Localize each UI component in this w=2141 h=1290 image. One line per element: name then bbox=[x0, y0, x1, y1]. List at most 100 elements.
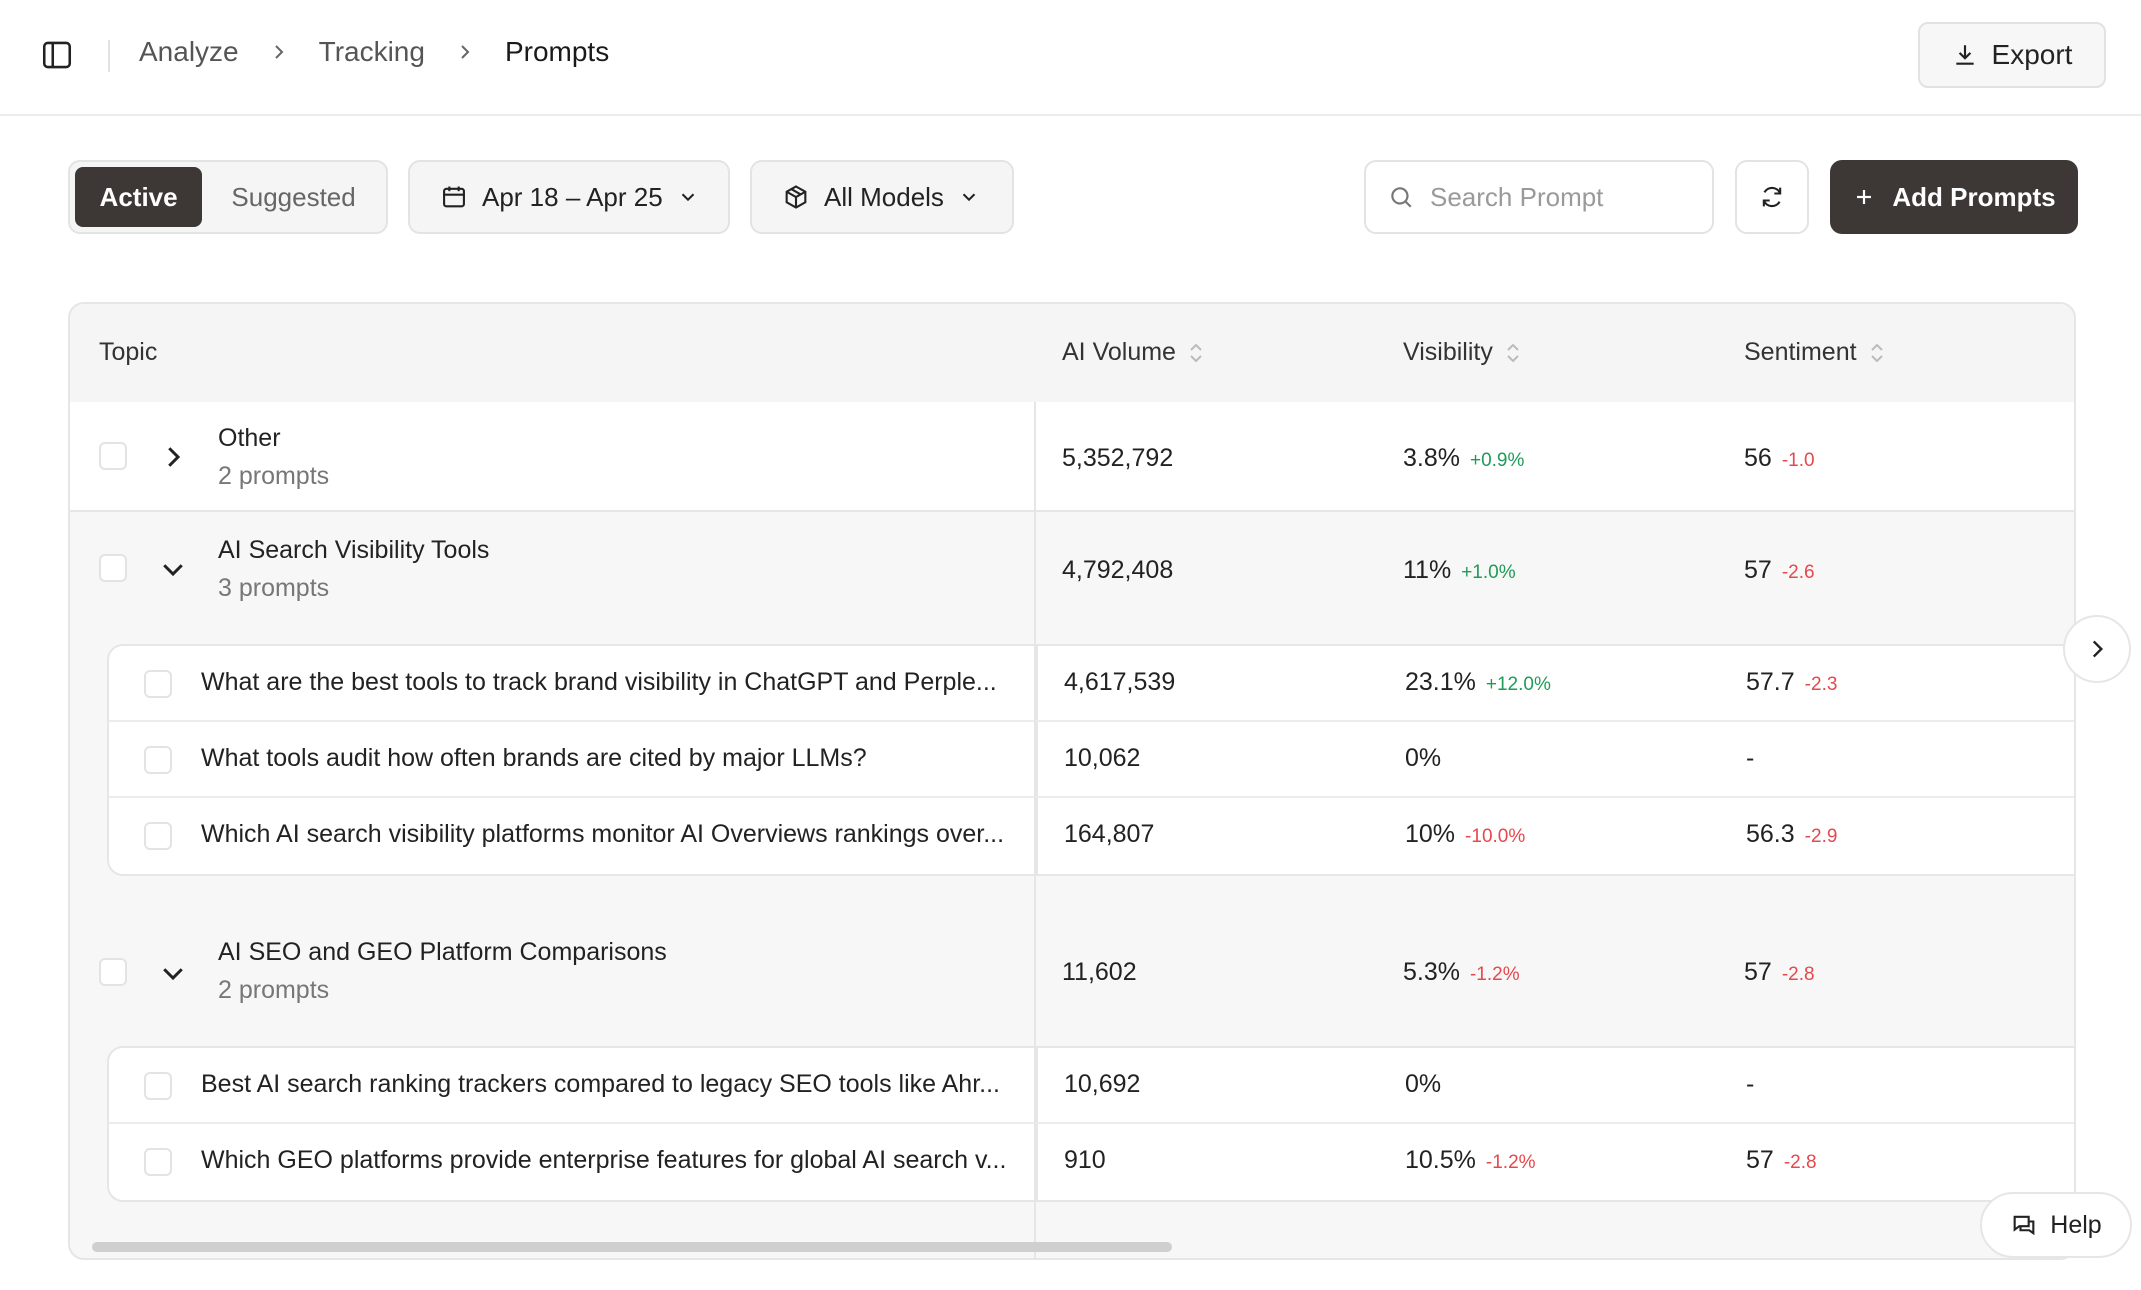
prompt-list: Best AI search ranking trackers compared… bbox=[107, 1046, 2074, 1202]
sentiment-cell: - bbox=[1746, 1070, 1755, 1098]
chevron-down-icon bbox=[962, 193, 976, 202]
prompt-text: What tools audit how often brands are ci… bbox=[201, 744, 867, 772]
column-topic: Topic bbox=[99, 338, 158, 366]
row-checkbox[interactable] bbox=[99, 958, 127, 986]
topic-row-other[interactable]: Other 2 prompts 5,352,792 3.8% +0.9% 56 -1… bbox=[70, 402, 2074, 512]
topic-prompt-count: 2 prompts bbox=[218, 462, 330, 490]
visibility-cell: 10% -10.0% bbox=[1405, 820, 1526, 848]
visibility-cell: 0% bbox=[1405, 744, 1442, 772]
topic-title: AI Search Visibility Tools bbox=[218, 536, 490, 564]
tab-active[interactable]: Active bbox=[75, 167, 203, 227]
breadcrumb: Analyze Tracking Prompts bbox=[139, 36, 609, 68]
ai-volume-cell: 10,692 bbox=[1064, 1070, 1141, 1098]
export-label: Export bbox=[1991, 39, 2073, 70]
prompt-row[interactable]: Best AI search ranking trackers compared… bbox=[109, 1048, 2074, 1124]
date-range-picker[interactable]: Apr 18 – Apr 25 bbox=[408, 160, 730, 234]
chevron-right-icon bbox=[447, 38, 483, 66]
prompt-row[interactable]: Which GEO platforms provide enterprise f… bbox=[109, 1124, 2074, 1200]
topic-title: AI SEO and GEO Platform Comparisons bbox=[218, 938, 667, 966]
column-divider bbox=[1036, 1048, 1038, 1200]
help-button[interactable]: Help bbox=[1980, 1192, 2132, 1258]
column-visibility[interactable]: Visibility bbox=[1403, 338, 1521, 367]
prompt-text: Which GEO platforms provide enterprise f… bbox=[201, 1146, 1007, 1174]
breadcrumb-tracking[interactable]: Tracking bbox=[318, 36, 425, 67]
scroll-right-button[interactable] bbox=[2063, 615, 2131, 683]
sentiment-cell: 56 -1.0 bbox=[1744, 444, 1815, 472]
ai-volume-cell: 10,062 bbox=[1064, 744, 1141, 772]
refresh-button[interactable] bbox=[1735, 160, 1809, 234]
row-checkbox[interactable] bbox=[144, 670, 172, 698]
chevron-right-icon bbox=[2092, 640, 2104, 658]
prompt-list: What are the best tools to track brand v… bbox=[107, 644, 2074, 876]
visibility-cell: 0% bbox=[1405, 1070, 1442, 1098]
search-input[interactable] bbox=[1430, 181, 1690, 213]
sort-icon bbox=[1190, 343, 1202, 362]
models-dropdown[interactable]: All Models bbox=[750, 160, 1014, 234]
topic-prompt-count: 2 prompts bbox=[218, 976, 330, 1004]
ai-volume-cell: 5,352,792 bbox=[1062, 444, 1174, 472]
ai-volume-cell: 4,617,539 bbox=[1064, 668, 1176, 696]
sentiment-cell: 57 -2.8 bbox=[1746, 1146, 1817, 1174]
breadcrumb-analyze[interactable]: Analyze bbox=[139, 36, 239, 67]
sentiment-cell: 57 -2.8 bbox=[1744, 958, 1815, 986]
help-label: Help bbox=[2050, 1210, 2102, 1239]
horizontal-scrollbar[interactable] bbox=[92, 1242, 1172, 1252]
add-prompts-button[interactable]: Add Prompts bbox=[1830, 160, 2078, 234]
cube-icon bbox=[785, 185, 807, 209]
topic-row-ai-search-visibility-tools[interactable]: AI Search Visibility Tools 3 prompts 4,7… bbox=[70, 514, 2074, 644]
topic-prompt-count: 3 prompts bbox=[218, 574, 330, 602]
sentiment-cell: - bbox=[1746, 744, 1755, 772]
ai-volume-cell: 164,807 bbox=[1064, 820, 1155, 848]
row-checkbox[interactable] bbox=[99, 442, 127, 470]
sort-icon bbox=[1870, 343, 1883, 362]
row-checkbox[interactable] bbox=[144, 1072, 172, 1100]
prompt-text: Which AI search visibility platforms mon… bbox=[201, 820, 1005, 848]
add-prompts-label: Add Prompts bbox=[1892, 181, 2056, 212]
table-header: Topic AI Volume Visibility Sentiment bbox=[70, 304, 2074, 402]
prompts-table: Topic AI Volume Visibility Sentiment Oth… bbox=[68, 302, 2076, 1260]
row-checkbox[interactable] bbox=[144, 822, 172, 850]
topic-title: Other bbox=[218, 424, 281, 452]
download-icon bbox=[1955, 45, 1974, 65]
topic-row-ai-seo-and-geo-platform-comparisons[interactable]: AI SEO and GEO Platform Comparisons 2 pr… bbox=[70, 904, 2074, 1046]
row-checkbox[interactable] bbox=[144, 1148, 172, 1176]
column-sentiment[interactable]: Sentiment bbox=[1744, 338, 1885, 367]
prompt-text: Best AI search ranking trackers compared… bbox=[201, 1070, 1000, 1098]
visibility-cell: 10.5% -1.2% bbox=[1405, 1146, 1536, 1174]
row-checkbox[interactable] bbox=[144, 746, 172, 774]
tab-suggested[interactable]: Suggested bbox=[231, 181, 356, 212]
visibility-cell: 23.1% +12.0% bbox=[1405, 668, 1551, 696]
prompt-text: What are the best tools to track brand v… bbox=[201, 668, 997, 696]
top-header: Analyze Tracking Prompts Export bbox=[0, 0, 2141, 116]
sentiment-cell: 57 -2.6 bbox=[1744, 556, 1815, 584]
calendar-icon bbox=[443, 186, 465, 208]
visibility-cell: 3.8% +0.9% bbox=[1403, 444, 1525, 472]
chevron-down-icon[interactable] bbox=[158, 554, 188, 584]
export-button[interactable]: Export bbox=[1918, 22, 2106, 88]
refresh-icon bbox=[1762, 186, 1782, 208]
chevron-down-icon[interactable] bbox=[158, 958, 188, 988]
status-tabs: Active Suggested bbox=[68, 160, 388, 234]
column-divider bbox=[1034, 402, 1036, 1258]
chevron-right-icon bbox=[261, 38, 297, 66]
column-ai-volume[interactable]: AI Volume bbox=[1062, 338, 1204, 367]
prompt-row[interactable]: Which AI search visibility platforms mon… bbox=[109, 798, 2074, 874]
header-divider bbox=[108, 40, 110, 72]
prompt-row[interactable]: What tools audit how often brands are ci… bbox=[109, 722, 2074, 798]
search-icon bbox=[1391, 187, 1412, 208]
breadcrumb-prompts: Prompts bbox=[504, 36, 610, 67]
search-box bbox=[1364, 160, 1714, 234]
chat-icon bbox=[2013, 1215, 2035, 1236]
column-divider bbox=[1036, 646, 1038, 874]
sentiment-cell: 57.7 -2.3 bbox=[1746, 668, 1838, 696]
sort-icon bbox=[1507, 343, 1519, 362]
ai-volume-cell: 4,792,408 bbox=[1062, 556, 1174, 584]
sidebar-toggle-icon[interactable] bbox=[40, 38, 74, 72]
visibility-cell: 5.3% -1.2% bbox=[1403, 958, 1520, 986]
plus-icon bbox=[1857, 190, 1872, 204]
row-checkbox[interactable] bbox=[99, 554, 127, 582]
sentiment-cell: 56.3 -2.9 bbox=[1746, 820, 1838, 848]
chevron-right-icon[interactable] bbox=[158, 442, 188, 472]
prompt-row[interactable]: What are the best tools to track brand v… bbox=[109, 646, 2074, 722]
visibility-cell: 11% +1.0% bbox=[1403, 556, 1516, 584]
